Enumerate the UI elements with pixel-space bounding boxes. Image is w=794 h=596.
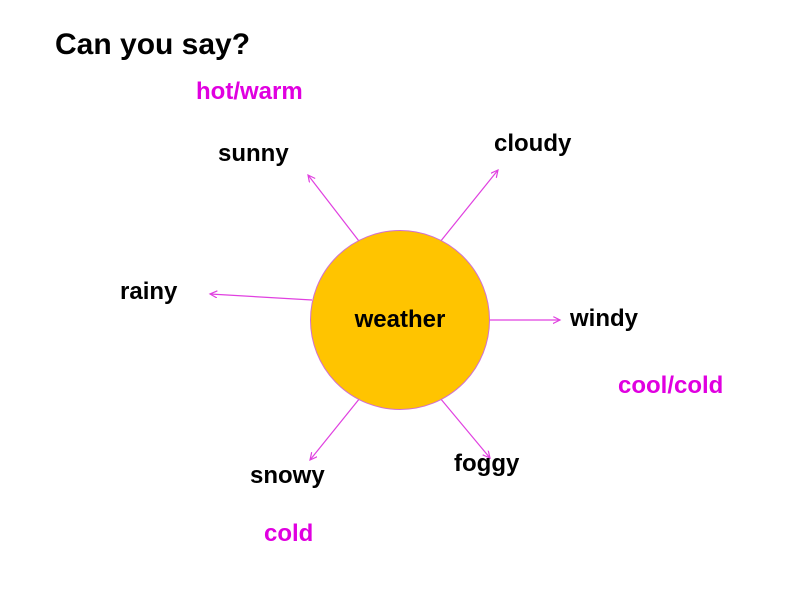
spoke-line-snowy	[310, 398, 360, 460]
spoke-label-snowy: snowy	[250, 462, 325, 490]
spoke-line-cloudy	[440, 170, 498, 242]
page-title: Can you say?	[55, 28, 250, 62]
spoke-label-cloudy: cloudy	[494, 130, 571, 158]
spoke-label-windy: windy	[570, 305, 638, 333]
spoke-line-foggy	[440, 398, 490, 458]
extra-label-hotwarm: hot/warm	[196, 78, 303, 106]
extra-label-cold: cold	[264, 520, 313, 548]
center-circle: weather	[310, 230, 490, 410]
extra-label-coolcold: cool/cold	[618, 372, 723, 400]
spoke-label-sunny: sunny	[218, 140, 289, 168]
spoke-label-foggy: foggy	[454, 450, 519, 478]
diagram-canvas: Can you say? weather sunny cloudy rainy win…	[0, 0, 794, 596]
spoke-line-rainy	[210, 294, 312, 300]
center-label: weather	[355, 306, 446, 334]
spoke-line-sunny	[308, 175, 362, 245]
spoke-label-rainy: rainy	[120, 278, 177, 306]
